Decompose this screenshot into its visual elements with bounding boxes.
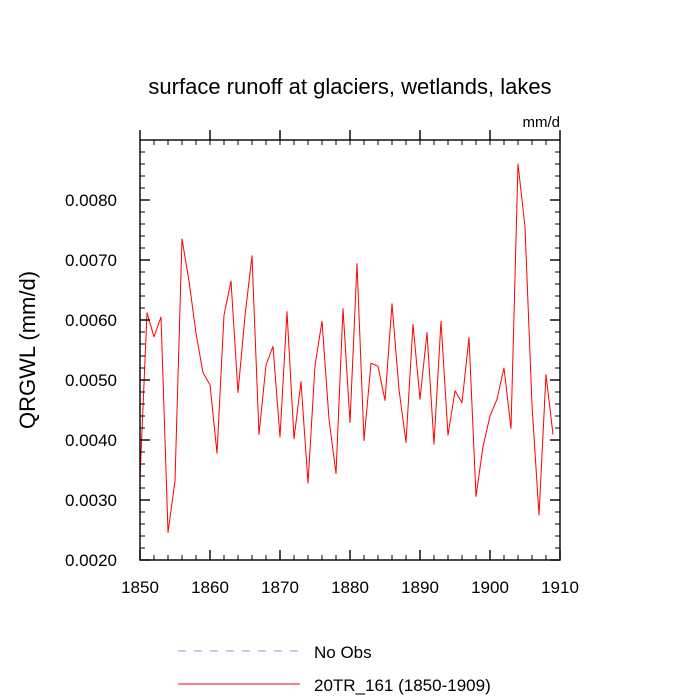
y-tick-label: 0.0050 (65, 371, 117, 390)
x-tick-label: 1880 (331, 578, 369, 597)
series-line (139, 163, 554, 533)
x-tick-label: 1890 (401, 578, 439, 597)
plot-area (139, 163, 554, 533)
y-tick-label: 0.0080 (65, 191, 117, 210)
x-tick-label: 1910 (541, 578, 579, 597)
y-tick-label: 0.0060 (65, 311, 117, 330)
y-tick-label: 0.0040 (65, 431, 117, 450)
x-tick-label: 1870 (261, 578, 299, 597)
legend: No Obs 20TR_161 (1850-1909) (178, 643, 491, 695)
y-axis-label: QRGWL (mm/d) (15, 271, 40, 429)
legend-label: 20TR_161 (1850-1909) (314, 676, 491, 695)
y-tick-label: 0.0030 (65, 491, 117, 510)
y-tick-label: 0.0070 (65, 251, 117, 270)
axis-layer: 1850 1860 1870 1880 1890 1900 1910 0.0020 0.0030… (65, 130, 579, 597)
units-label: mm/d (523, 114, 561, 131)
x-tick-label: 1860 (191, 578, 229, 597)
x-tick-label: 1900 (471, 578, 509, 597)
y-tick-label: 0.0020 (65, 551, 117, 570)
chart-title: surface runoff at glaciers, wetlands, la… (148, 74, 551, 99)
legend-label: No Obs (314, 643, 372, 662)
x-tick-label: 1850 (121, 578, 159, 597)
